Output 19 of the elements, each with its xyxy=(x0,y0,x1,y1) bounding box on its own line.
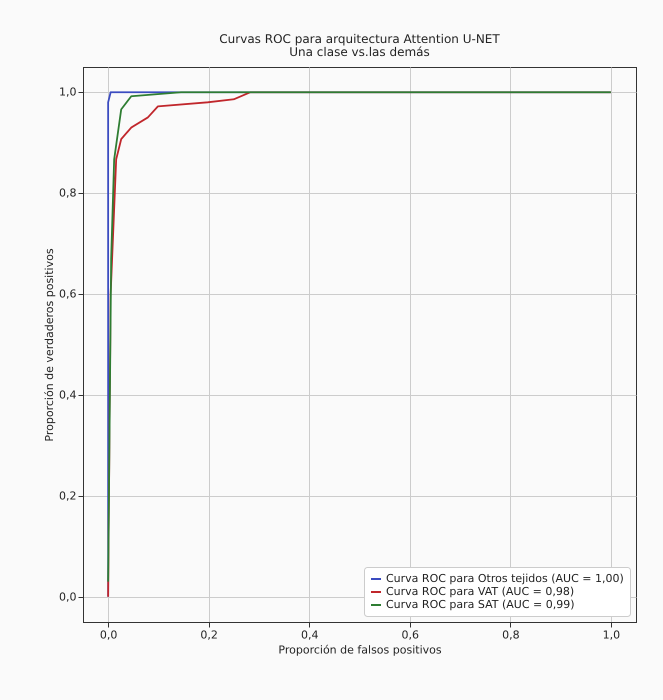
x-axis-title: Proporción de falsos positivos xyxy=(278,644,442,656)
legend-label: Curva ROC para SAT (AUC = 0,99) xyxy=(386,598,574,611)
chart-subtitle: Una clase vs.las demás xyxy=(289,45,430,59)
y-tick-label: 0,4 xyxy=(59,388,76,402)
legend-label: Curva ROC para Otros tejidos (AUC = 1,00) xyxy=(386,572,624,585)
y-tick-label: 1,0 xyxy=(59,86,76,99)
y-tick-label: 0,0 xyxy=(59,590,76,604)
y-axis-title: Proporción de verdaderos positivos xyxy=(43,248,56,442)
x-tick-label: 0,0 xyxy=(100,628,118,642)
legend-label: Curva ROC para VAT (AUC = 0,98) xyxy=(386,585,574,598)
chart-title: Curvas ROC para arquitectura Attention U-NET xyxy=(219,32,500,46)
x-tick-label: 0,4 xyxy=(300,628,318,642)
y-tick-label: 0,6 xyxy=(59,288,76,301)
x-tick-label: 0,8 xyxy=(502,628,520,642)
x-tick-label: 1,0 xyxy=(602,628,620,642)
y-tick-label: 0,2 xyxy=(59,489,76,502)
y-tick-label: 0,8 xyxy=(59,186,76,200)
x-tick-label: 0,6 xyxy=(402,628,420,642)
x-tick-label: 0,2 xyxy=(200,628,218,642)
